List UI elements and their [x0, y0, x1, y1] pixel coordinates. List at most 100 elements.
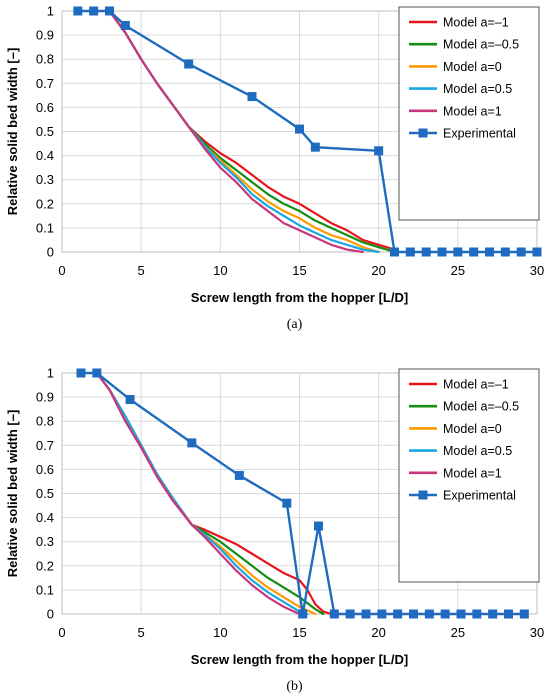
- data-point: [485, 247, 494, 257]
- y-tick-label: 0.5: [36, 486, 54, 501]
- y-tick-label: 0.3: [36, 172, 54, 187]
- y-tick-label: 0.6: [36, 100, 54, 115]
- legend-label: Experimental: [443, 127, 516, 141]
- y-axis-title: Relative solid bed width [–]: [5, 410, 20, 578]
- y-tick-label: 0.9: [36, 28, 54, 43]
- data-point: [282, 498, 292, 508]
- data-point: [120, 20, 130, 30]
- data-point: [500, 247, 510, 257]
- series-line: [95, 371, 309, 616]
- data-point: [405, 247, 415, 257]
- x-axis-title: Screw length from the hopper [L/D]: [191, 652, 408, 667]
- data-point: [295, 124, 304, 134]
- y-tick-label: 0.1: [36, 582, 54, 597]
- data-point: [532, 247, 542, 257]
- series-0: [108, 9, 396, 251]
- data-point: [310, 142, 320, 152]
- x-tick-label: 25: [451, 625, 465, 640]
- data-point: [472, 609, 482, 619]
- x-tick-label: 20: [371, 263, 385, 278]
- data-point: [374, 146, 384, 156]
- legend-label: Experimental: [443, 489, 516, 503]
- data-point: [516, 247, 526, 257]
- y-tick-label: 0: [47, 245, 54, 260]
- legend-label: Model a=0: [443, 422, 502, 436]
- series-line: [95, 371, 301, 616]
- x-tick-label: 15: [292, 625, 306, 640]
- legend-box: [398, 368, 540, 583]
- series-5: [73, 6, 542, 257]
- x-tick-label: 20: [371, 625, 385, 640]
- data-point: [456, 609, 466, 619]
- data-point: [504, 609, 513, 619]
- data-point: [440, 609, 450, 619]
- series-line: [108, 9, 396, 251]
- series-line: [108, 9, 364, 254]
- legend-label: Model a=–1: [443, 378, 509, 392]
- data-point: [184, 59, 194, 69]
- chart-b: 0 5 10 15 20 25 30 0 0.1 0.2 0.3 0.4 0.5 0.6 0.7 0.8 0.9…: [5, 366, 544, 695]
- data-point: [105, 6, 114, 16]
- data-point: [125, 395, 135, 405]
- x-tick-label: 10: [213, 625, 227, 640]
- data-point: [314, 521, 323, 531]
- y-tick-label: 0.7: [36, 76, 54, 91]
- legend-box: [398, 6, 540, 221]
- legend-label: Model a=0.5: [443, 82, 512, 96]
- data-point: [377, 609, 387, 619]
- x-tick-label: 15: [292, 263, 306, 278]
- data-point: [519, 609, 529, 619]
- y-tick-label: 1: [47, 366, 54, 381]
- legend-label: Model a=0.5: [443, 444, 512, 458]
- x-tick-label: 5: [138, 625, 145, 640]
- data-point: [345, 609, 355, 619]
- y-tick-label: 1: [47, 4, 54, 19]
- series-4: [108, 9, 364, 254]
- y-tick-label: 0.6: [36, 462, 54, 477]
- y-tick-label: 0.4: [36, 148, 54, 163]
- series-3: [95, 371, 309, 616]
- y-tick-label: 0.1: [36, 220, 54, 235]
- data-point: [329, 609, 339, 619]
- data-point: [89, 6, 99, 16]
- data-point: [298, 609, 308, 619]
- chart-a: 0 5 10 15 20 25 30 0 0.1 0.2 0.3 0.4 0.5 0.6 0.7 0.8 0.9…: [5, 4, 544, 333]
- figure-caption: (b): [286, 679, 303, 694]
- data-point: [73, 6, 83, 16]
- legend-marker: [418, 490, 428, 500]
- y-tick-label: 0.5: [36, 124, 54, 139]
- y-tick-label: 0.7: [36, 438, 54, 453]
- x-axis-title: Screw length from the hopper [L/D]: [191, 290, 408, 305]
- data-point: [361, 609, 371, 619]
- y-axis-title: Relative solid bed width [–]: [5, 48, 20, 216]
- legend-label: Model a=1: [443, 104, 502, 118]
- y-tick-label: 0.4: [36, 510, 54, 525]
- data-point: [234, 470, 244, 480]
- legend-label: Model a=0: [443, 60, 502, 74]
- x-tick-label: 0: [58, 625, 65, 640]
- data-point: [421, 247, 431, 257]
- legend: Model a=–1 Model a=–0.5 Model a=0 Model a=0…: [398, 368, 540, 583]
- y-tick-label: 0.8: [36, 414, 54, 429]
- series-4: [95, 371, 301, 616]
- data-point: [76, 368, 86, 378]
- y-tick-label: 0.8: [36, 52, 54, 67]
- y-tick-label: 0.3: [36, 534, 54, 549]
- legend-marker: [418, 128, 428, 138]
- x-tick-label: 30: [530, 263, 544, 278]
- data-point: [424, 609, 434, 619]
- y-tick-label: 0: [47, 607, 54, 622]
- x-tick-label: 30: [530, 625, 544, 640]
- x-tick-label: 0: [58, 263, 65, 278]
- legend-label: Model a=–0.5: [443, 38, 519, 52]
- y-tick-label: 0.2: [36, 196, 54, 211]
- legend-label: Model a=1: [443, 466, 502, 480]
- x-tick-label: 5: [138, 263, 145, 278]
- data-point: [437, 247, 447, 257]
- data-point: [488, 609, 498, 619]
- legend-label: Model a=–1: [443, 16, 509, 30]
- data-point: [187, 438, 197, 448]
- legend: Model a=–1 Model a=–0.5 Model a=0 Model a=0…: [398, 6, 540, 221]
- data-point: [247, 92, 257, 102]
- legend-label: Model a=–0.5: [443, 400, 519, 414]
